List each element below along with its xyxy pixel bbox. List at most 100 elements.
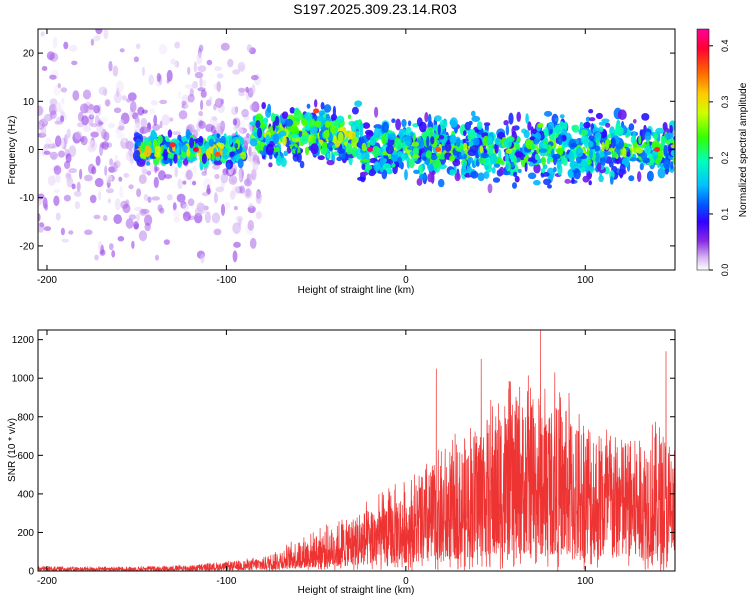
heat-cell bbox=[265, 143, 274, 156]
heat-cell bbox=[39, 222, 45, 228]
heat-cell bbox=[261, 102, 267, 110]
heat-cell bbox=[169, 158, 173, 167]
heat-cell bbox=[147, 196, 152, 203]
heat-cell bbox=[157, 134, 163, 144]
heat-peak bbox=[654, 147, 661, 152]
heat-cell bbox=[330, 113, 338, 122]
heat-cell bbox=[408, 158, 415, 169]
heat-cell bbox=[544, 110, 553, 117]
heat-cell bbox=[133, 122, 142, 130]
heat-cell bbox=[153, 176, 159, 189]
heat-cell bbox=[651, 140, 660, 150]
heat-cell bbox=[491, 166, 496, 174]
heat-cell bbox=[141, 109, 148, 114]
heat-cell bbox=[63, 41, 69, 50]
heat-cell bbox=[125, 150, 135, 162]
heat-cell bbox=[595, 112, 603, 120]
heat-cell bbox=[533, 163, 541, 174]
heat-cell bbox=[199, 76, 203, 88]
y-tick-label: 800 bbox=[17, 412, 34, 423]
heat-cell bbox=[104, 165, 108, 176]
heat-cell bbox=[310, 143, 319, 155]
heat-cell bbox=[315, 138, 319, 145]
heat-cell bbox=[383, 125, 388, 131]
heat-cell bbox=[365, 129, 373, 136]
heat-cell bbox=[131, 240, 135, 249]
heat-cell bbox=[249, 237, 257, 249]
heat-cell bbox=[644, 144, 651, 154]
heat-cell bbox=[644, 131, 652, 142]
heat-cell bbox=[332, 105, 336, 117]
heat-cell bbox=[187, 66, 191, 75]
heat-cell bbox=[210, 125, 216, 134]
heat-cell bbox=[196, 52, 203, 65]
heat-cell bbox=[84, 174, 93, 182]
heat-cell bbox=[238, 91, 246, 97]
heat-cell bbox=[546, 167, 555, 180]
heat-cell bbox=[53, 189, 60, 194]
spectrogram-xlabel: Height of straight line (km) bbox=[298, 285, 415, 296]
heat-cell bbox=[147, 122, 151, 130]
heat-cell bbox=[272, 119, 276, 132]
heat-cell bbox=[89, 107, 94, 119]
chart-title: S197.2025.309.23.14.R03 bbox=[293, 1, 457, 17]
heat-cell bbox=[589, 148, 593, 160]
heat-cell bbox=[304, 146, 310, 156]
heat-cell bbox=[412, 147, 419, 157]
heat-cell bbox=[56, 174, 61, 184]
heat-cell bbox=[525, 113, 529, 124]
heat-cell bbox=[404, 169, 408, 181]
heat-cell bbox=[628, 123, 635, 131]
heat-cell bbox=[142, 66, 145, 77]
heat-cell bbox=[93, 214, 101, 220]
heat-cell bbox=[351, 106, 359, 115]
heat-cell bbox=[256, 127, 263, 139]
heat-cell bbox=[604, 139, 610, 151]
heat-cell bbox=[187, 93, 195, 103]
heat-cell bbox=[238, 128, 244, 134]
heat-cell bbox=[270, 112, 276, 123]
heat-peak bbox=[537, 122, 544, 128]
heat-cell bbox=[233, 241, 241, 248]
heat-cell bbox=[74, 130, 83, 140]
heat-cell bbox=[222, 148, 229, 154]
heat-cell bbox=[53, 165, 62, 175]
heat-cell bbox=[672, 155, 675, 165]
heat-cell bbox=[452, 158, 461, 167]
heat-cell bbox=[655, 158, 660, 165]
heat-cell bbox=[306, 103, 311, 109]
heat-cell bbox=[432, 158, 442, 168]
heat-cell bbox=[46, 51, 55, 61]
heat-cell bbox=[337, 131, 344, 144]
heat-cell bbox=[495, 137, 500, 146]
heat-cell bbox=[185, 129, 191, 140]
heat-cell bbox=[214, 173, 220, 180]
heat-cell bbox=[45, 138, 53, 150]
heat-cell bbox=[122, 137, 127, 143]
heat-cell bbox=[158, 43, 168, 55]
heat-cell bbox=[655, 127, 665, 134]
heat-cell bbox=[373, 161, 381, 172]
heat-cell bbox=[361, 158, 370, 163]
heat-cell bbox=[68, 145, 77, 158]
heat-cell bbox=[505, 148, 513, 154]
heat-cell bbox=[467, 156, 474, 164]
heat-cell bbox=[523, 130, 530, 139]
heat-cell bbox=[213, 192, 218, 204]
heat-cell bbox=[663, 144, 668, 157]
heat-cell bbox=[173, 216, 181, 223]
heat-cell bbox=[71, 183, 76, 190]
spectrogram-cells bbox=[38, 29, 675, 264]
heat-cell bbox=[280, 157, 287, 168]
heat-cell bbox=[73, 190, 82, 197]
heat-cell bbox=[256, 190, 260, 195]
heat-cell bbox=[323, 104, 332, 113]
heat-cell bbox=[99, 116, 109, 123]
heat-cell bbox=[114, 154, 119, 161]
heat-cell bbox=[152, 123, 161, 131]
heat-cell bbox=[579, 121, 584, 130]
heat-cell bbox=[43, 226, 52, 232]
heat-cell bbox=[413, 169, 420, 174]
heat-cell bbox=[585, 165, 594, 172]
